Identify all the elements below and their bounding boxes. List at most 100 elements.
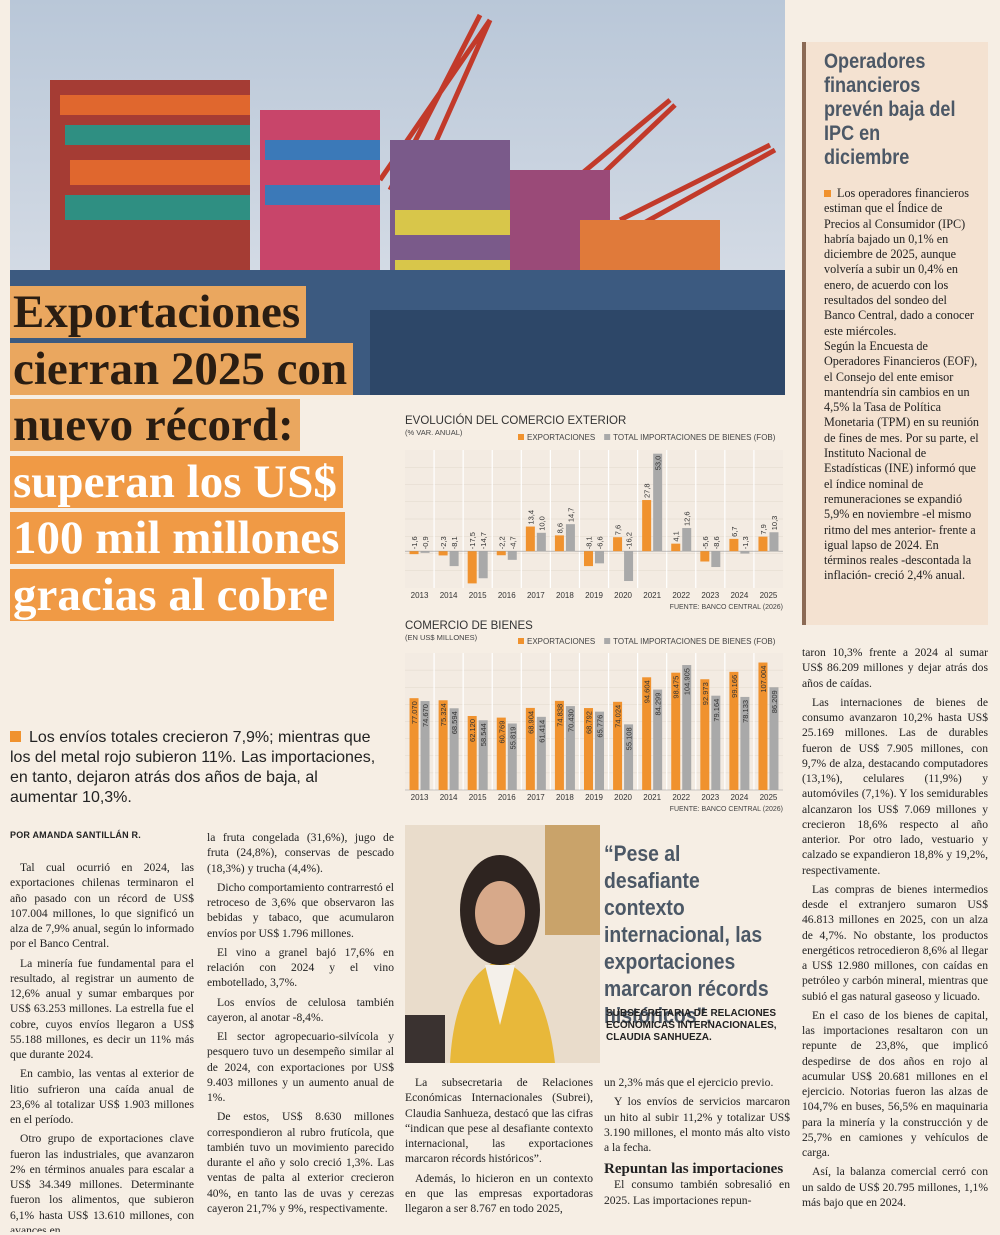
x-tick-label: 2023 [701,793,719,802]
value-label: -5,6 [701,536,710,549]
bar [554,700,564,790]
bar [536,716,546,790]
bar [478,551,488,579]
bar [496,551,506,556]
bar [758,536,768,552]
value-label: 107.004 [759,666,768,693]
bar [420,551,430,553]
bar [700,551,710,562]
chart: COMERCIO DE BIENES(EN US$ MILLONES) EXPOR… [405,620,783,813]
bar [700,679,710,790]
headline: Exportaciones cierran 2025 con nuevo réc… [10,284,402,623]
bar [740,551,750,554]
bar [438,700,448,790]
legend-swatch [518,434,524,440]
bar [565,524,575,552]
paragraph: En el caso de los bienes de capital, las… [802,1008,988,1159]
bar [653,689,663,790]
bar [769,532,779,552]
value-label: 74.024 [614,705,623,728]
bar [682,528,692,552]
value-label: 78.133 [741,700,750,723]
value-label: 55.819 [508,727,517,750]
x-tick-label: 2022 [672,591,690,600]
sidebar-paragraph: Según la Encuesta de Operadores Financie… [824,338,980,583]
bar [420,701,430,790]
bar [584,551,593,567]
column: Tal cual ocurrió en 2024, las exportacio… [10,860,194,1232]
bar [624,551,634,582]
x-tick-label: 2016 [498,793,516,802]
x-tick-label: 2019 [585,793,603,802]
bar [467,715,477,790]
bar [729,538,739,552]
bar [653,453,663,552]
value-label: -2,3 [439,536,448,549]
value-label: -8,6 [712,536,721,549]
bar [711,551,721,568]
column: la fruta congelada (31,6%), jugo de frut… [207,830,394,1232]
x-tick-label: 2017 [527,793,545,802]
paragraph: un 2,3% más que el ejercicio previo. [604,1076,774,1089]
paragraph: De estos, US$ 8.630 millones correspondi… [207,1110,394,1215]
value-label: 61.414 [537,720,546,743]
x-tick-label: 2013 [411,793,429,802]
x-tick-label: 2014 [440,793,458,802]
x-tick-label: 2016 [498,591,516,600]
bar [642,500,652,552]
value-label: 6,7 [730,526,739,536]
chart-title: COMERCIO DE BIENES [405,620,533,632]
value-label: 68.792 [585,711,594,734]
bar [507,551,517,560]
x-tick-label: 2019 [585,591,603,600]
paragraph: Las internaciones de bienes de consumo a… [802,695,988,877]
value-label: 75.324 [439,703,448,726]
x-tick-label: 2023 [701,591,719,600]
sidebar-title: Operadores financieros prevén baja del I… [824,50,956,169]
bar [729,671,739,790]
bar [682,665,692,790]
value-label: -8,1 [585,536,594,549]
value-label: 10,0 [537,516,546,531]
paragraph: Además, lo hicieron en un contexto en qu… [405,1171,593,1216]
x-tick-label: 2017 [527,591,545,600]
lead: Los envíos totales crecieron 7,9%; mient… [10,728,380,808]
value-label: -6,6 [596,536,605,549]
chart-source: FUENTE: BANCO CENTRAL (2026) [670,806,783,813]
bar [613,701,623,790]
x-tick-label: 2014 [440,591,458,600]
column: un 2,3% más que el ejercicio previo. Y lo… [604,1075,790,1155]
paragraph: El vino a granel bajó 17,6% en relación … [207,945,394,990]
sidebar-paragraph: Los operadores financieros estiman que e… [824,186,980,339]
paragraph: Otro grupo de exportaciones clave fueron… [10,1132,194,1232]
x-tick-label: 2021 [643,591,661,600]
quote-caption: SUBSECRETARIA DE RELACIONES ECONÓMICAS I… [606,1008,777,1043]
bar [584,708,593,790]
portrait-photo [405,825,600,1063]
value-label: -1,3 [741,536,750,549]
value-label: 12,6 [683,511,692,526]
bar [769,687,779,790]
headline-main: Exportaciones cierran 2025 con nuevo réc… [10,286,354,451]
paragraph: Y los envíos de servicios marcaron un hi… [604,1095,790,1154]
value-label: 84.299 [654,693,663,716]
value-label: 99.166 [730,675,739,698]
x-tick-label: 2020 [614,793,632,802]
column: La subsecretaria de Relaciones Económica… [405,1075,593,1232]
x-tick-label: 2025 [760,793,778,802]
paragraph: La subsecretaria de Relaciones Económica… [405,1076,593,1166]
bar [449,708,459,790]
chart-title: EVOLUCIÓN DEL COMERCIO EXTERIOR [405,414,626,427]
legend-label: EXPORTACIONES [527,637,595,646]
chart-source: FUENTE: BANCO CENTRAL (2026) [670,604,783,611]
bar [595,711,604,790]
legend-label: EXPORTACIONES [527,433,595,442]
subhead: Repuntan las importaciones [604,1161,784,1178]
value-label: 94.604 [643,680,652,703]
paragraph: El consumo también sobresalió en 2025. L… [604,1178,790,1207]
bar [758,662,768,790]
chart-subtitle: (% VAR. ANUAL) [405,428,463,437]
bar [525,526,535,552]
value-label: -2,2 [497,536,506,549]
x-tick-label: 2021 [643,793,661,802]
